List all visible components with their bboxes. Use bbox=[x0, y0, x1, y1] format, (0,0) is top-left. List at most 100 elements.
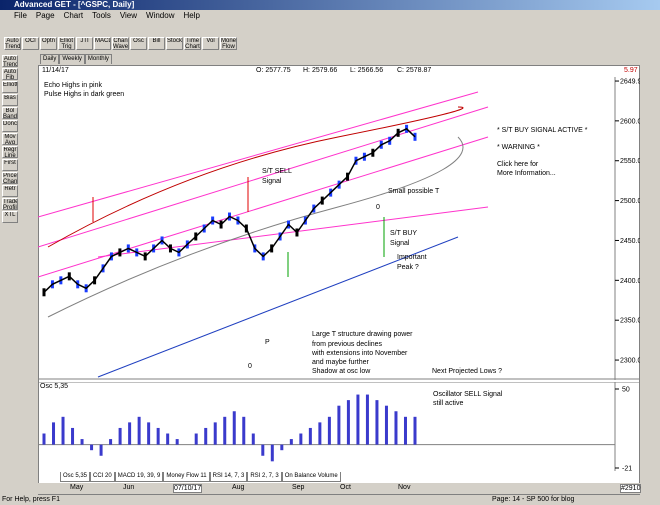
period-tab[interactable]: Weekly bbox=[59, 54, 85, 64]
menu-item[interactable]: Window bbox=[146, 11, 175, 20]
menu-item[interactable]: Tools bbox=[92, 11, 111, 20]
toolbar: Auto Trend OCI Optn Elliot Trig JTI MACD Chan … bbox=[0, 22, 660, 52]
osc-bar bbox=[327, 416, 331, 445]
osc-bar bbox=[204, 427, 208, 445]
osc-bar bbox=[413, 416, 417, 445]
indicator-tabs: Osc 5,35 CCI 20 MACD 19, 39, 9 Money Flow 1… bbox=[60, 472, 341, 482]
annotation: Peak ? bbox=[397, 264, 419, 271]
osc-label: Osc 5,35 bbox=[40, 383, 69, 390]
info-close: C: 2578.87 bbox=[397, 67, 432, 74]
date-axis: #2910 May Jun 07/10/17 Aug Sep Oct Nov bbox=[38, 483, 642, 494]
menu-item[interactable]: Chart bbox=[63, 11, 84, 20]
toolbar-button[interactable]: Money Flow bbox=[220, 37, 237, 50]
title-bar: Advanced GET - [^GSPC, Daily] bbox=[0, 0, 660, 10]
date-label: Oct bbox=[340, 484, 351, 491]
date-label: 07/10/17 bbox=[173, 484, 203, 493]
status-right: Page: 14 - SP 500 for blog bbox=[492, 496, 575, 503]
toolbar-button[interactable]: Vol bbox=[202, 37, 219, 50]
side-tool-button[interactable]: Auto Fib bbox=[2, 68, 18, 80]
osc-bar bbox=[299, 433, 303, 445]
side-tool-button[interactable]: Auto Trend bbox=[2, 55, 18, 67]
toolbar-button[interactable]: MACD bbox=[94, 37, 111, 50]
side-tool-button[interactable]: Mov Avg bbox=[2, 133, 18, 145]
toolbar-button[interactable]: JTI bbox=[76, 37, 93, 50]
toolbar-button[interactable]: Stock bbox=[166, 37, 183, 50]
side-tool-button[interactable]: XTL bbox=[2, 211, 18, 223]
bar-count: #2910 bbox=[620, 484, 642, 493]
toolbar-button[interactable]: Elliot Trig bbox=[58, 37, 75, 50]
info-change: 5.97 bbox=[624, 67, 638, 74]
toolbar-button[interactable]: Osc bbox=[130, 37, 147, 50]
toolbar-button[interactable]: Time Chart bbox=[184, 37, 201, 50]
side-tool-button[interactable]: Bol Band bbox=[2, 107, 18, 119]
indicator-tab[interactable]: Osc 5,35 bbox=[60, 472, 91, 482]
toolbar-button[interactable]: OCI bbox=[22, 37, 39, 50]
y-tick-label: 2400.00 bbox=[620, 278, 640, 285]
annotation: * WARNING * bbox=[497, 144, 540, 151]
side-tool-button[interactable]: Bias bbox=[2, 94, 18, 106]
osc-bar bbox=[128, 422, 132, 445]
osc-bar bbox=[223, 416, 227, 445]
side-tool-button[interactable]: Price Chan bbox=[2, 172, 18, 184]
indicator-tab[interactable]: RSI 2, 7, 3 bbox=[247, 472, 282, 482]
osc-bar bbox=[175, 439, 179, 445]
osc-bar bbox=[289, 439, 293, 445]
period-tab[interactable]: Daily bbox=[40, 54, 60, 64]
annotation: 0 bbox=[376, 204, 380, 211]
annotation: and maybe further bbox=[312, 359, 369, 366]
menu-item[interactable]: File bbox=[14, 11, 27, 20]
side-tool-button[interactable]: Elliott bbox=[2, 81, 18, 93]
annotation: Important bbox=[397, 254, 427, 261]
info-link[interactable]: More Information... bbox=[497, 170, 556, 177]
annotation: Echo Highs in pink bbox=[44, 82, 102, 89]
candle bbox=[413, 132, 417, 141]
osc-bar bbox=[156, 427, 160, 445]
side-tool-button[interactable]: Trade Profile bbox=[2, 198, 18, 210]
y-tick-label: 50 bbox=[622, 387, 630, 394]
date-label: May bbox=[70, 484, 84, 491]
side-tool-button[interactable]: Retr bbox=[2, 185, 18, 197]
info-link[interactable]: Click here for bbox=[497, 161, 539, 168]
osc-bar bbox=[318, 422, 322, 445]
toolbar-button[interactable]: Auto Trend bbox=[4, 37, 21, 50]
menu-item[interactable]: Help bbox=[183, 11, 200, 20]
menu-item[interactable]: View bbox=[119, 11, 138, 20]
toolbar-button[interactable]: Optn bbox=[40, 37, 57, 50]
y-tick-label: 2550.00 bbox=[620, 158, 640, 165]
annotation: P bbox=[265, 339, 270, 346]
annotation: S/T BUY bbox=[390, 230, 418, 237]
osc-bar bbox=[118, 427, 122, 445]
period-tab[interactable]: Monthly bbox=[84, 54, 112, 64]
osc-bar bbox=[365, 394, 369, 445]
menu-bar: File Page Chart Tools View Window Help bbox=[0, 10, 660, 21]
osc-bar bbox=[251, 433, 255, 445]
side-tool-button[interactable]: Regr Line bbox=[2, 146, 18, 158]
osc-bar bbox=[403, 416, 407, 445]
annotation: Next Projected Lows ? bbox=[432, 368, 503, 375]
close-line bbox=[43, 127, 416, 293]
info-date: 11/14/17 bbox=[42, 67, 69, 74]
indicator-tab[interactable]: RSI 14, 7, 3 bbox=[209, 472, 248, 482]
annotation: S/T SELL bbox=[262, 168, 292, 175]
y-tick-label: -21 bbox=[622, 466, 632, 472]
menu-item[interactable]: Page bbox=[35, 11, 55, 20]
side-tool-button[interactable]: First bbox=[2, 159, 18, 171]
osc-bar bbox=[384, 405, 388, 445]
indicator-tab[interactable]: CCI 20 bbox=[90, 472, 115, 482]
oscillator-chart: 50 -21 bbox=[38, 382, 640, 471]
osc-bar bbox=[337, 405, 341, 445]
toolbar-button[interactable]: Bill bbox=[148, 37, 165, 50]
osc-bar bbox=[61, 416, 65, 445]
annotation: still active bbox=[433, 400, 464, 407]
indicator-tab[interactable]: Money Flow 11 bbox=[163, 472, 210, 482]
osc-bar bbox=[242, 416, 246, 445]
toolbar-button[interactable]: Chan Wave bbox=[112, 37, 129, 50]
side-tool-button[interactable]: Donch bbox=[2, 120, 18, 132]
annotation: * S/T BUY SIGNAL ACTIVE * bbox=[497, 127, 588, 134]
indicator-tab[interactable]: MACD 19, 39, 9 bbox=[114, 472, 164, 482]
osc-bar bbox=[394, 411, 398, 445]
osc-bar bbox=[109, 439, 113, 445]
osc-bar bbox=[308, 427, 312, 445]
indicator-tab[interactable]: On Balance Volume bbox=[281, 472, 341, 482]
y-tick-label: 2450.00 bbox=[620, 238, 640, 245]
